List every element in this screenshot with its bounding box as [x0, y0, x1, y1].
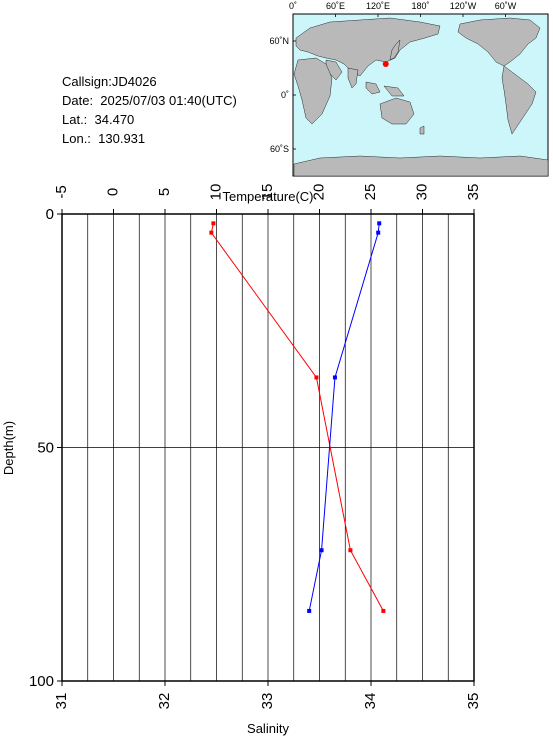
temperature-point	[314, 375, 319, 380]
top-axis-tick-label: 15	[259, 184, 276, 201]
top-axis-tick-label: 35	[465, 184, 482, 201]
latitude-text: Lat.: 34.470	[62, 112, 135, 127]
map-lon-label: 60˚W	[495, 1, 517, 11]
temperature-point	[209, 230, 214, 235]
bottom-axis-tick-label: 32	[156, 693, 173, 710]
map-lon-label: 60˚E	[326, 1, 345, 11]
top-axis-tick-label: 0	[104, 188, 121, 196]
bottom-axis-tick-label: 35	[465, 693, 482, 710]
callsign-text: Callsign:JD4026	[62, 74, 157, 89]
top-axis-title: Temperature(C)	[222, 189, 313, 204]
world-map: 0˚ 60˚E 120˚E 180˚ 120˚W 60˚W 60˚N 0˚ 60˚S	[269, 1, 549, 177]
temperature-point	[348, 548, 353, 553]
station-marker	[382, 60, 389, 67]
salinity-point	[377, 221, 382, 226]
y-axis-tick-label: 0	[46, 206, 54, 223]
y-axis-title: Depth(m)	[1, 421, 16, 475]
map-lat-label: 0˚	[281, 90, 289, 100]
map-land	[293, 17, 549, 177]
salinity-point	[319, 548, 324, 553]
longitude-text: Lon.: 130.931	[62, 131, 146, 146]
salinity-point	[376, 230, 381, 235]
top-axis-tick-label: 10	[207, 184, 224, 201]
date-text: Date: 2025/07/03 01:40(UTC)	[62, 93, 237, 108]
top-axis-tick-label: 20	[310, 184, 327, 201]
map-lon-label: 0˚	[289, 1, 297, 11]
top-axis-tick-label: 30	[413, 184, 430, 201]
map-lon-label: 120˚W	[450, 1, 477, 11]
salinity-point	[332, 375, 337, 380]
map-lon-label: 120˚E	[366, 1, 390, 11]
salinity-point	[307, 608, 312, 613]
bottom-axis-tick-label: 31	[53, 693, 70, 710]
y-axis-tick-label: 50	[37, 440, 54, 457]
bottom-axis-tick-label: 33	[259, 693, 276, 710]
station-info: Callsign:JD4026 Date: 2025/07/03 01:40(U…	[62, 72, 237, 148]
top-axis-tick-label: 5	[156, 188, 173, 196]
bottom-axis-tick-label: 34	[362, 693, 379, 710]
map-lon-label: 180˚	[411, 1, 429, 11]
temperature-point	[381, 608, 386, 613]
top-axis-tick-label: -5	[53, 185, 70, 198]
y-axis-tick-label: 100	[29, 673, 54, 690]
top-axis-tick-label: 25	[362, 184, 379, 201]
temperature-line	[210, 223, 384, 612]
temperature-point	[211, 221, 216, 226]
bottom-axis-title: Salinity	[247, 721, 289, 736]
map-lat-label: 60˚N	[269, 36, 289, 46]
map-lat-label: 60˚S	[270, 144, 289, 154]
